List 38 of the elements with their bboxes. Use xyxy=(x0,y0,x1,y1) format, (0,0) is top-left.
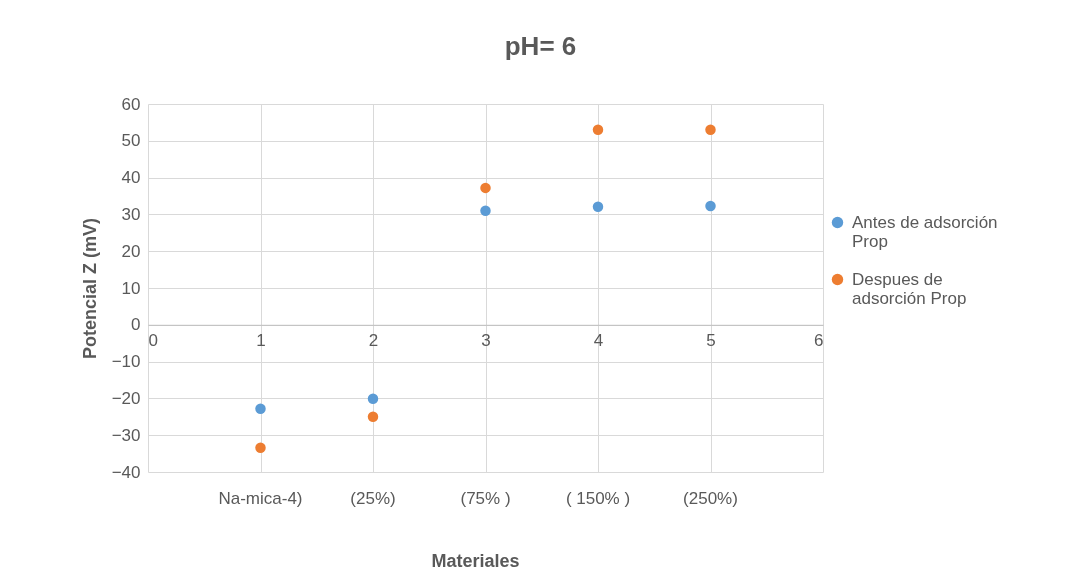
x-tick-label: 2 xyxy=(368,331,379,351)
text: (250%) xyxy=(683,489,738,508)
x-axis-title: Materiales xyxy=(431,551,520,571)
y-tick-label: −30 xyxy=(111,425,141,445)
x-tick-label: 6 xyxy=(814,331,824,351)
y-axis-title: Potencial Z (mV) xyxy=(79,217,100,360)
point xyxy=(367,411,379,423)
y-tick-label: 40 xyxy=(121,168,141,188)
point xyxy=(592,124,604,135)
y-tick-label: 10 xyxy=(121,278,141,298)
point xyxy=(480,205,491,216)
point xyxy=(255,442,266,453)
y-tick-label: 30 xyxy=(121,204,141,224)
legend-label: Antes de adsorción Prop xyxy=(852,212,998,251)
point xyxy=(480,182,491,194)
text: (75% ) xyxy=(460,489,511,508)
x-tick-label: 1 xyxy=(256,331,266,351)
text: ( 150% ) xyxy=(565,489,631,508)
y-tick-label: 50 xyxy=(121,131,141,151)
text: (25%) xyxy=(350,489,396,508)
y-tick-label: 20 xyxy=(121,241,141,261)
x-tick-label: 5 xyxy=(706,331,716,351)
x-tick-label: 4 xyxy=(593,331,604,351)
chart-title: pH= 6 xyxy=(504,31,577,61)
text: Na-mica-4) xyxy=(218,489,303,508)
y-tick-label: −20 xyxy=(111,388,141,408)
point xyxy=(255,403,266,414)
y-tick-label: 60 xyxy=(121,94,141,114)
y-tick-label: −10 xyxy=(111,352,141,372)
point xyxy=(367,393,379,404)
y-tick-label: 0 xyxy=(131,315,141,335)
point xyxy=(592,201,604,212)
x-tick-label: 3 xyxy=(481,331,491,351)
point xyxy=(705,200,716,212)
y-tick-label: −40 xyxy=(111,462,141,482)
legend-label: Despues de adsorción Prop xyxy=(852,269,967,308)
point xyxy=(705,124,716,135)
x-tick-label: 0 xyxy=(148,331,158,351)
